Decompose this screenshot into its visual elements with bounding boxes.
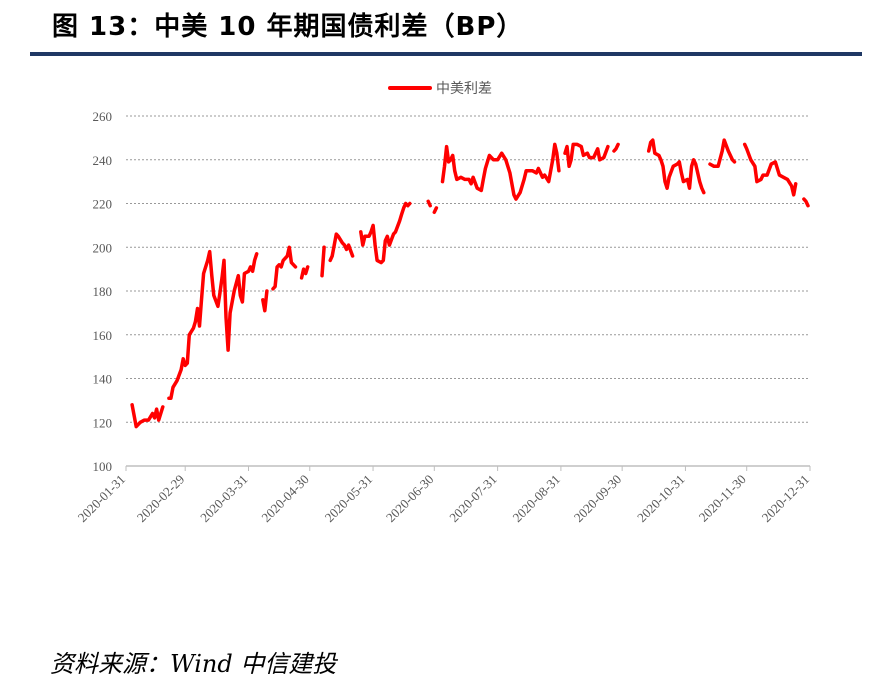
series-line-segment bbox=[440, 142, 561, 201]
legend-label: 中美利差 bbox=[436, 81, 492, 97]
gridlines bbox=[126, 115, 810, 423]
x-tick-label: 2020-01-31 bbox=[75, 472, 129, 526]
series-line-segment bbox=[432, 206, 439, 215]
figure-title: 图 13：中美 10 年期国债利差（BP） bbox=[52, 12, 524, 42]
y-tick-label: 240 bbox=[93, 153, 113, 168]
x-tick-label: 2020-07-31 bbox=[446, 472, 500, 526]
y-tick-label: 220 bbox=[93, 197, 113, 212]
y-tick-label: 160 bbox=[93, 328, 113, 343]
legend: 中美利差 bbox=[388, 81, 492, 97]
series-line-segment bbox=[646, 138, 706, 195]
x-tick-label: 2020-09-30 bbox=[571, 472, 625, 526]
y-tick-label: 120 bbox=[93, 415, 113, 430]
x-tick-label: 2020-10-31 bbox=[634, 472, 688, 526]
series-line-segment bbox=[708, 138, 737, 169]
source-note: 资料来源：Wind 中信建投 bbox=[50, 650, 337, 678]
series-line-segment bbox=[563, 142, 610, 169]
series-line-segment bbox=[261, 289, 269, 313]
y-tick-label: 180 bbox=[93, 284, 113, 299]
series-line-segment bbox=[299, 265, 310, 280]
series-line-segment bbox=[359, 201, 412, 265]
x-tick-label: 2020-05-31 bbox=[322, 472, 376, 526]
series-line-segment bbox=[426, 199, 432, 208]
y-tick-label: 100 bbox=[93, 459, 113, 474]
series-line-segment bbox=[320, 245, 326, 278]
series-line-segment bbox=[130, 403, 165, 429]
series-line-segment bbox=[328, 232, 355, 263]
series-line-segment bbox=[612, 142, 620, 153]
x-tick-label: 2020-03-31 bbox=[197, 472, 251, 526]
x-tick-label: 2020-02-29 bbox=[134, 472, 188, 526]
series-line-segment bbox=[802, 197, 810, 208]
x-tick-label: 2020-08-31 bbox=[510, 472, 564, 526]
series-line-segment bbox=[271, 245, 298, 291]
y-tick-label: 140 bbox=[93, 372, 113, 387]
x-tick-label: 2020-12-31 bbox=[759, 472, 813, 526]
x-tick-label: 2020-11-30 bbox=[696, 472, 749, 525]
series-line-segment bbox=[167, 249, 259, 400]
series-layer bbox=[130, 138, 810, 429]
series-line-segment bbox=[742, 142, 798, 197]
title-rule bbox=[30, 52, 862, 56]
x-tick-label: 2020-04-30 bbox=[258, 472, 312, 526]
y-tick-label: 200 bbox=[93, 240, 113, 255]
y-tick-label: 260 bbox=[93, 109, 113, 124]
x-tick-label: 2020-06-30 bbox=[383, 472, 437, 526]
